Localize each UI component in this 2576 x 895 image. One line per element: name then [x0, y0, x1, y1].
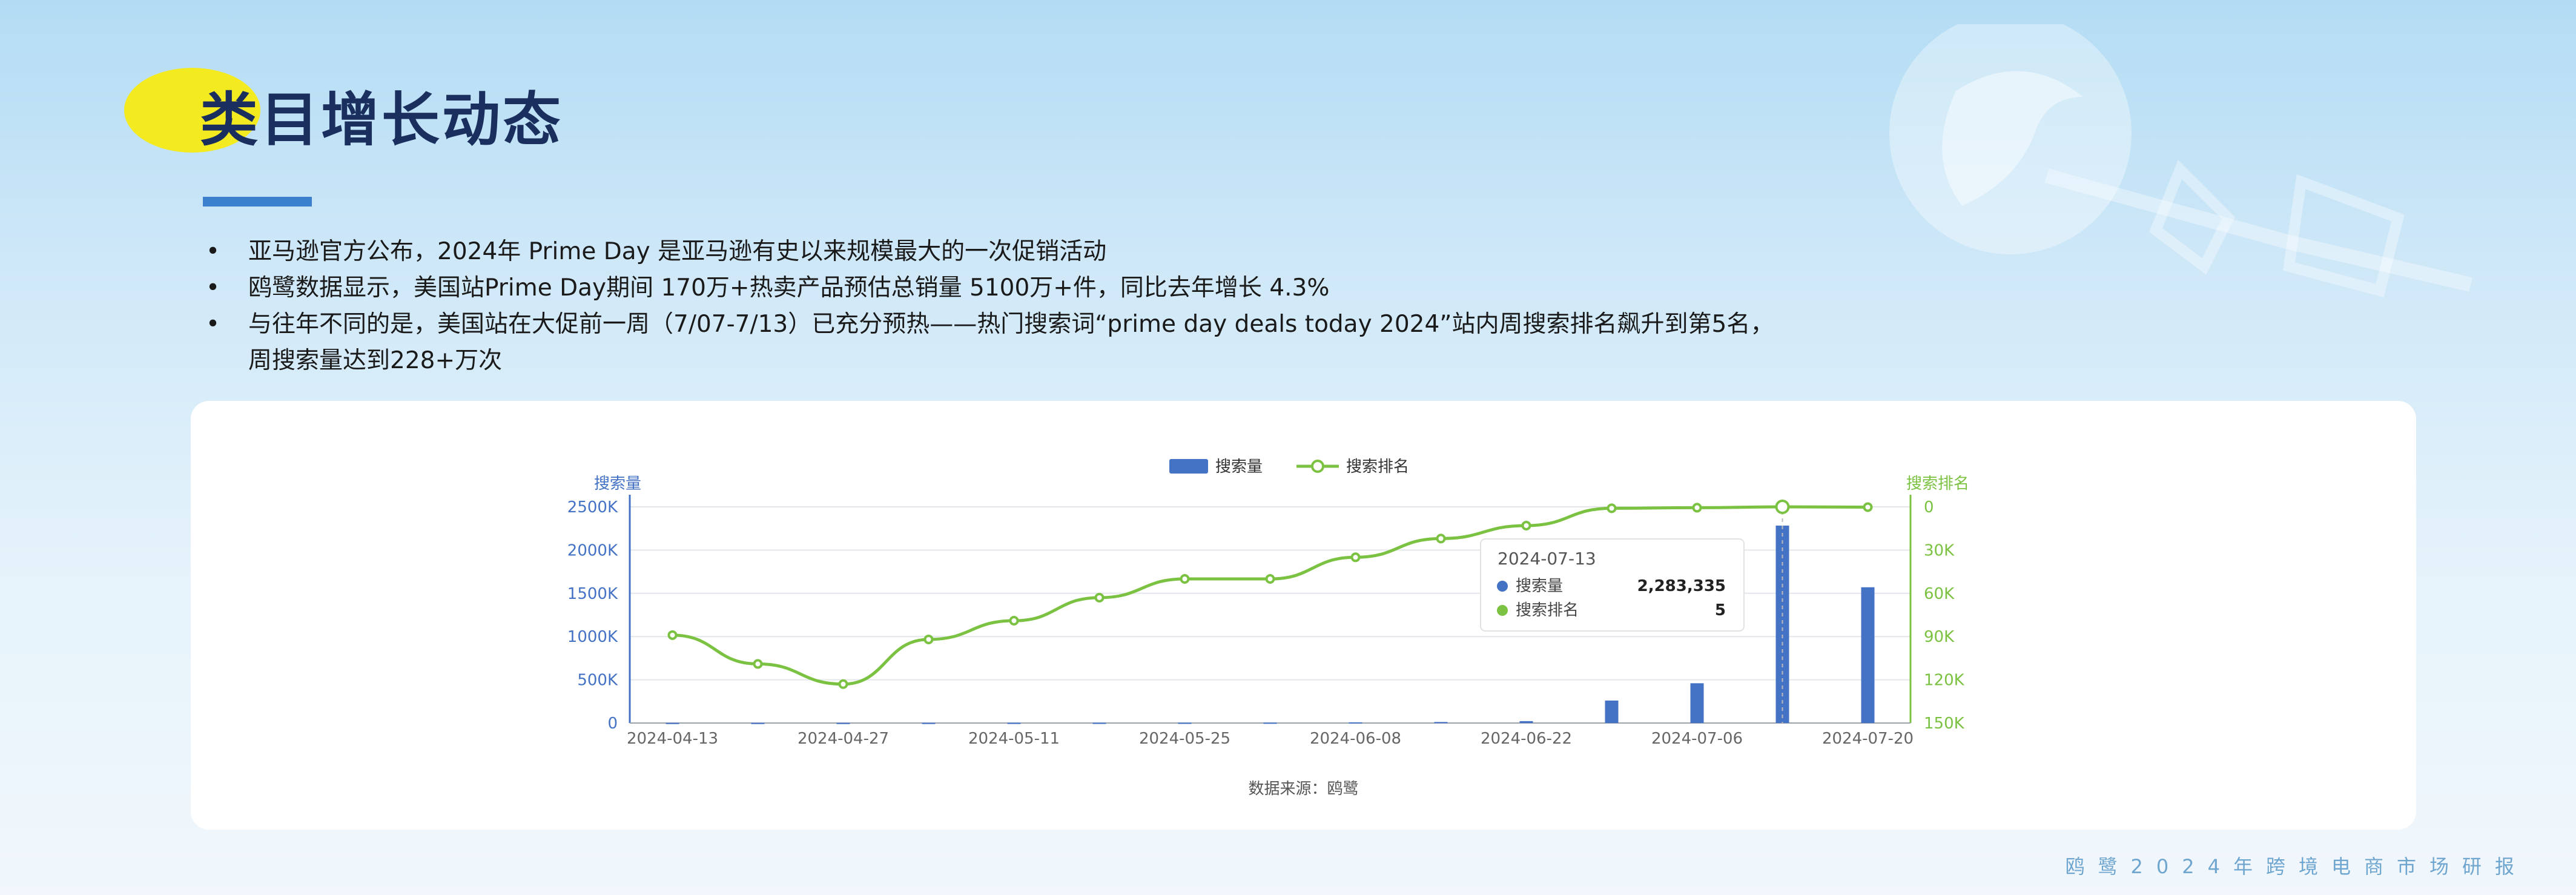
tooltip-series-dot	[1497, 581, 1508, 592]
footer-label: 鸥鹭2024年跨境电商市场研报	[2065, 855, 2528, 878]
line-point-search-rank	[1094, 592, 1105, 603]
tooltip-date: 2024-07-13	[1498, 549, 1596, 569]
bar-search-volume	[922, 722, 936, 724]
right-tick-label: 90K	[1924, 628, 1955, 646]
bar-search-volume	[1519, 721, 1533, 723]
bullet-item: 与往年不同的是，美国站在大促前一周（7/07-7/13）已充分预热——热门搜索词…	[206, 306, 2386, 343]
title-accent-dot	[124, 68, 260, 153]
x-tick-label: 2024-05-11	[968, 730, 1060, 748]
line-point-search-rank	[1180, 574, 1190, 584]
line-point-search-rank	[923, 634, 934, 644]
bar-search-volume	[1178, 722, 1192, 724]
bar-search-volume	[665, 722, 679, 724]
bar-search-volume	[1263, 722, 1277, 724]
left-tick-label: 500K	[577, 672, 618, 690]
x-tick-label: 2024-04-27	[798, 730, 889, 748]
bar-search-volume	[1434, 722, 1448, 724]
bar-search-volume	[1605, 700, 1619, 723]
x-tick-label: 2024-06-08	[1310, 730, 1401, 748]
tooltip-series-value: 5	[1715, 601, 1726, 619]
line-point-search-rank	[1265, 574, 1275, 584]
line-point-search-rank	[1009, 616, 1019, 626]
left-tick-label: 1500K	[567, 585, 618, 603]
bar-search-volume	[836, 722, 850, 724]
left-axis-title: 搜索量	[594, 475, 641, 493]
tooltip-series-value: 2,283,335	[1637, 577, 1726, 595]
title-underline	[203, 197, 312, 206]
bullet-item: 亚马逊官方公布，2024年 Prime Day 是亚马逊有史以来规模最大的一次促…	[206, 234, 2386, 270]
bullet-continuation-text: 周搜索量达到228+万次	[248, 347, 503, 374]
right-tick-label: 60K	[1924, 585, 1955, 603]
line-point-search-rank	[753, 659, 763, 669]
tooltip-series-dot	[1497, 605, 1508, 616]
line-search-rank	[672, 505, 1868, 686]
tooltip-box	[1480, 538, 1745, 632]
bullet-item: 鸥鹭数据显示，美国站Prime Day期间 170万+热卖产品预估总销量 510…	[206, 270, 2386, 306]
bar-search-volume	[1007, 722, 1021, 724]
tooltip-series-label: 搜索量	[1516, 577, 1563, 595]
left-tick-label: 2500K	[567, 498, 618, 517]
bar-search-volume	[1775, 525, 1789, 723]
right-axis-title: 搜索排名	[1906, 475, 1969, 493]
page-title: 类目增长动态	[200, 86, 563, 154]
line-point-search-rank	[1607, 503, 1617, 514]
line-point-search-rank	[1350, 552, 1361, 563]
hover-point	[1775, 500, 1790, 515]
left-tick-label: 1000K	[567, 628, 618, 646]
right-tick-label: 0	[1924, 498, 1934, 517]
x-tick-label: 2024-05-25	[1139, 730, 1230, 748]
line-point-search-rank	[1692, 503, 1702, 513]
line-point-search-rank	[1863, 502, 1873, 512]
right-tick-label: 30K	[1924, 541, 1955, 560]
chart-card: 2500K 0 2000K 30K 1500K 60K 1000K 90K 500K 120K 0 1…	[191, 401, 2416, 830]
x-tick-label: 2024-07-20	[1822, 730, 1914, 748]
legend-swatch-bar	[1169, 459, 1208, 474]
left-tick-label: 0	[607, 715, 618, 733]
left-tick-label: 2000K	[567, 541, 618, 560]
line-point-search-rank	[667, 630, 678, 640]
bar-search-volume	[1861, 587, 1875, 723]
legend-label: 搜索量	[1215, 458, 1263, 476]
legend-label: 搜索排名	[1346, 458, 1409, 476]
x-tick-label: 2024-04-13	[627, 730, 718, 748]
bar-search-volume	[1690, 683, 1704, 723]
bar-search-volume	[1092, 722, 1106, 724]
right-tick-label: 120K	[1924, 672, 1965, 690]
bar-search-volume	[751, 722, 765, 724]
line-point-search-rank	[838, 679, 848, 689]
bar-search-volume	[1349, 722, 1362, 724]
line-point-search-rank	[1521, 520, 1531, 530]
data-source-label: 数据来源：鸥鹭	[1248, 780, 1359, 798]
line-point-search-rank	[1436, 533, 1446, 544]
bullet-item-continuation: 周搜索量达到228+万次	[206, 343, 2386, 379]
legend-swatch-marker	[1311, 460, 1324, 473]
x-tick-label: 2024-06-22	[1481, 730, 1572, 748]
chart: 2500K 0 2000K 30K 1500K 60K 1000K 90K 500K 120K 0 1…	[567, 458, 1969, 748]
tooltip-series-label: 搜索排名	[1516, 601, 1579, 619]
x-tick-label: 2024-07-06	[1651, 730, 1743, 748]
bullet-list: 亚马逊官方公布，2024年 Prime Day 是亚马逊有史以来规模最大的一次促…	[206, 234, 2386, 379]
right-tick-label: 150K	[1924, 715, 1965, 733]
